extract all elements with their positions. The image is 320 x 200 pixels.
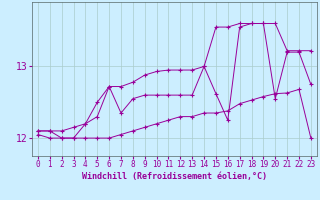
X-axis label: Windchill (Refroidissement éolien,°C): Windchill (Refroidissement éolien,°C) — [82, 172, 267, 181]
